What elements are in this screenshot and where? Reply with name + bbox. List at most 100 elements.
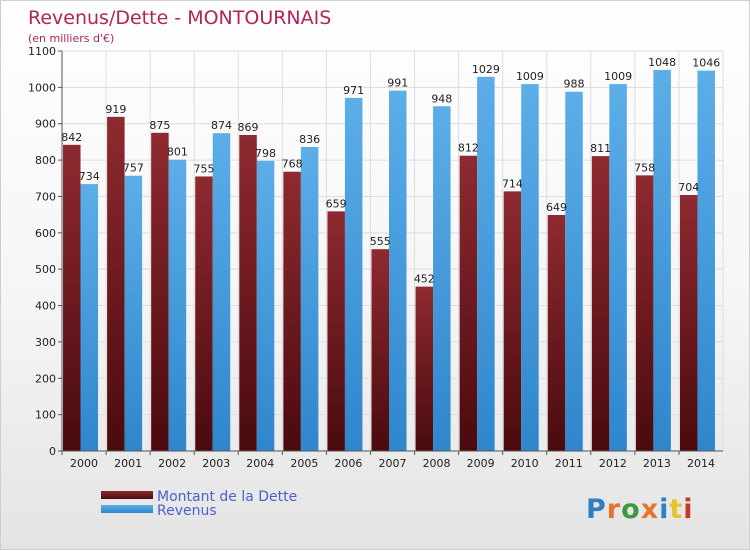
x-tick-label: 2012 bbox=[599, 457, 627, 470]
data-label-revenus: 948 bbox=[431, 92, 452, 105]
y-tick-label: 500 bbox=[35, 263, 56, 276]
logo-letter: i bbox=[659, 494, 669, 525]
data-label-revenus: 1009 bbox=[604, 70, 632, 83]
data-label-debt: 755 bbox=[193, 162, 214, 175]
data-label-revenus: 836 bbox=[299, 133, 320, 146]
y-tick-label: 600 bbox=[35, 227, 56, 240]
logo-letter: i bbox=[683, 494, 693, 525]
chart-title: Revenus/Dette - MONTOURNAIS bbox=[28, 7, 331, 29]
x-tick-label: 2003 bbox=[202, 457, 230, 470]
axes: 0 100 200 300 400 500 600 700 800 900 1000 1100 2000… bbox=[28, 45, 723, 470]
x-tick-label: 2009 bbox=[467, 457, 495, 470]
data-label-revenus: 801 bbox=[167, 146, 188, 159]
y-tick-label: 1100 bbox=[28, 45, 56, 58]
logo-letter: o bbox=[621, 494, 641, 525]
y-tick-label: 0 bbox=[49, 445, 56, 458]
data-label-debt: 875 bbox=[149, 119, 170, 132]
data-label-debt: 842 bbox=[61, 131, 82, 144]
bar-debt bbox=[547, 215, 566, 451]
data-label-debt: 704 bbox=[678, 181, 699, 194]
x-tick-label: 2014 bbox=[687, 457, 715, 470]
y-tick-label: 100 bbox=[35, 409, 56, 422]
bar-debt bbox=[283, 171, 301, 451]
data-labels: 842 734 919 757 875 801 755 874 869 798 768 836 659 9… bbox=[61, 56, 720, 286]
legend: Montant de la Dette Revenus bbox=[101, 489, 297, 519]
y-tick-label: 400 bbox=[35, 300, 56, 313]
legend-swatch-debt bbox=[101, 491, 153, 499]
bar-debt bbox=[107, 116, 125, 452]
data-label-revenus: 991 bbox=[387, 77, 408, 90]
x-tick-label: 2006 bbox=[334, 457, 362, 470]
data-label-revenus: 1046 bbox=[692, 57, 720, 70]
logo-text: Proxiti bbox=[586, 494, 694, 525]
x-tick-label: 2008 bbox=[423, 457, 451, 470]
logo-letter: r bbox=[607, 494, 621, 525]
bar-revenus bbox=[344, 97, 363, 451]
x-tick-label: 2002 bbox=[158, 457, 186, 470]
bar-debt bbox=[63, 144, 81, 451]
bar-revenus bbox=[609, 84, 627, 451]
bar-debt bbox=[415, 286, 434, 451]
logo-letter: P bbox=[586, 494, 607, 525]
bar-revenus bbox=[521, 84, 539, 451]
bar-debt bbox=[459, 155, 478, 451]
x-tick-label: 2011 bbox=[555, 457, 583, 470]
logo-letter: x bbox=[641, 494, 659, 525]
bar-debt bbox=[195, 176, 213, 452]
x-tick-label: 2000 bbox=[70, 457, 98, 470]
bar-debt bbox=[679, 195, 698, 451]
x-tick-label: 2010 bbox=[511, 457, 539, 470]
legend-swatch-revenus bbox=[101, 505, 153, 513]
data-label-debt: 714 bbox=[502, 177, 523, 190]
bar-debt bbox=[591, 156, 610, 451]
x-tick-label: 2005 bbox=[290, 457, 318, 470]
y-tick-label: 700 bbox=[35, 190, 56, 203]
bar-debt bbox=[503, 191, 522, 451]
bar-debt bbox=[327, 211, 345, 451]
data-label-debt: 452 bbox=[414, 273, 435, 286]
bar-revenus bbox=[212, 133, 231, 451]
bar-revenus bbox=[256, 160, 275, 451]
data-label-revenus: 1048 bbox=[648, 56, 676, 69]
data-label-revenus: 971 bbox=[343, 84, 364, 97]
bars bbox=[63, 69, 715, 452]
bar-revenus bbox=[697, 70, 715, 452]
data-label-revenus: 1029 bbox=[472, 63, 500, 76]
data-label-revenus: 757 bbox=[123, 162, 144, 175]
bar-revenus bbox=[565, 91, 583, 452]
y-tick-label: 1000 bbox=[28, 81, 56, 94]
legend-label-debt: Montant de la Dette bbox=[157, 489, 297, 505]
y-tick-label: 800 bbox=[35, 154, 56, 167]
data-label-revenus: 1009 bbox=[516, 70, 544, 83]
data-label-debt: 555 bbox=[370, 235, 391, 248]
chart-subtitle: (en milliers d'€) bbox=[28, 32, 114, 45]
bar-revenus bbox=[477, 76, 495, 452]
bar-revenus bbox=[124, 175, 143, 451]
proxiti-logo: Proxiti bbox=[586, 494, 694, 525]
data-label-debt: 649 bbox=[546, 201, 567, 214]
y-tick-label: 900 bbox=[35, 118, 56, 131]
legend-label-revenus: Revenus bbox=[157, 503, 217, 519]
data-label-revenus: 734 bbox=[79, 170, 100, 183]
data-label-revenus: 988 bbox=[564, 78, 585, 91]
bar-debt bbox=[239, 135, 257, 451]
bar-debt bbox=[635, 175, 654, 451]
data-label-revenus: 798 bbox=[255, 147, 276, 160]
x-tick-label: 2001 bbox=[114, 457, 142, 470]
y-tick-label: 200 bbox=[35, 372, 56, 385]
bar-debt bbox=[151, 132, 169, 451]
data-label-revenus: 874 bbox=[211, 119, 232, 132]
y-tick-label: 300 bbox=[35, 336, 56, 349]
data-label-debt: 869 bbox=[238, 121, 259, 134]
data-label-debt: 758 bbox=[634, 161, 655, 174]
bar-revenus bbox=[389, 90, 407, 452]
data-label-debt: 811 bbox=[590, 142, 611, 155]
bar-revenus bbox=[433, 106, 451, 451]
bar-revenus bbox=[653, 69, 671, 451]
data-label-debt: 812 bbox=[458, 142, 479, 155]
data-label-debt: 919 bbox=[105, 103, 126, 116]
data-label-debt: 659 bbox=[326, 197, 347, 210]
bar-revenus bbox=[80, 184, 99, 451]
bar-debt bbox=[371, 249, 389, 451]
